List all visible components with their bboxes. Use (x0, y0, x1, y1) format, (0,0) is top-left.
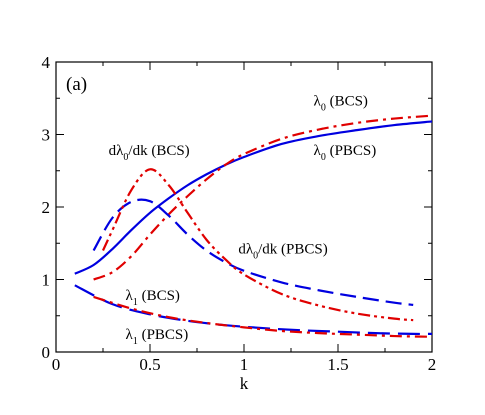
panel-label: (a) (66, 74, 87, 95)
series-line-6 (93, 295, 433, 338)
series-line-3 (92, 198, 414, 306)
series-line-1 (74, 120, 433, 275)
x-tick-label: 0.5 (139, 355, 160, 374)
series-line-4 (102, 168, 414, 322)
series-lines (74, 114, 433, 338)
y-tick-label: 3 (42, 126, 51, 145)
annotation-l1bcs: λ1 (BCS) (126, 288, 180, 308)
y-tick-label: 0 (42, 343, 51, 362)
y-tick-label: 4 (42, 53, 51, 72)
annotation-l1pbcs: λ1 (PBCS) (126, 327, 189, 347)
annotation-dl0pbcs: dλ0/dk (PBCS) (238, 241, 327, 261)
annotations: λ0 (BCS) λ0 (PBCS) dλ0/dk (BCS) dλ0/dk (PBC… (109, 94, 377, 347)
annotation-l0pbcs: λ0 (PBCS) (314, 143, 377, 163)
x-tick-label: 1.5 (327, 355, 348, 374)
x-tick-label: 2 (428, 355, 437, 374)
tick-labels: 0 0.5 1 1.5 2 0 1 2 3 4 (42, 53, 437, 374)
x-tick-label: 0 (52, 355, 61, 374)
x-tick-label: 1 (240, 355, 249, 374)
x-axis-label: k (240, 374, 249, 393)
annotation-l0bcs: λ0 (BCS) (314, 94, 368, 114)
annotation-dl0bcs: dλ0/dk (BCS) (109, 143, 190, 163)
axes (55, 61, 433, 353)
y-tick-label: 1 (42, 271, 51, 290)
plot-frame (55, 61, 433, 353)
series-line-5 (74, 284, 433, 336)
y-tick-label: 2 (42, 198, 51, 217)
